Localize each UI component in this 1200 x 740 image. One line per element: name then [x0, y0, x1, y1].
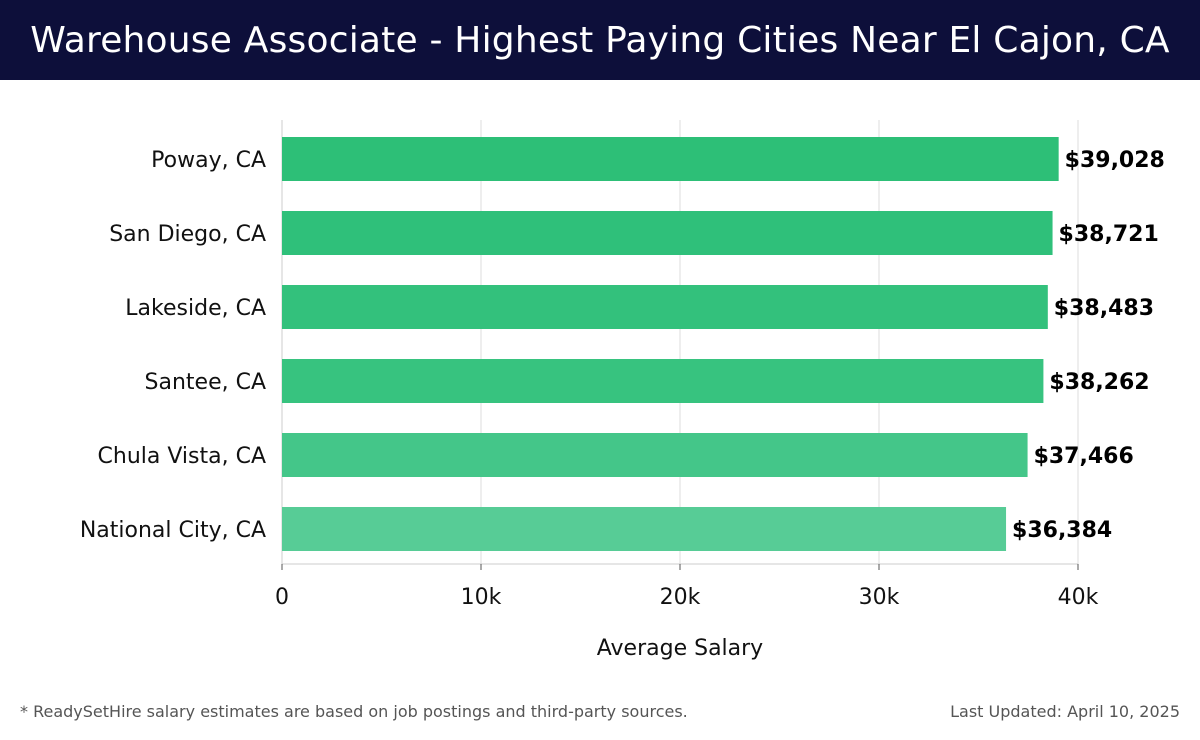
chart-title: Warehouse Associate - Highest Paying Cit… — [30, 19, 1170, 61]
category-label-1: San Diego, CA — [109, 222, 266, 247]
bar-0 — [282, 137, 1059, 181]
value-label-5: $36,384 — [1012, 518, 1112, 543]
category-label-2: Lakeside, CA — [125, 296, 266, 321]
chart-canvas: Poway, CA $39,028 San Diego, CA $38,721 Lake… — [80, 120, 1165, 661]
bar-5 — [282, 507, 1007, 551]
bar-3 — [282, 359, 1044, 403]
category-label-4: Chula Vista, CA — [98, 444, 266, 469]
value-label-4: $37,466 — [1034, 444, 1134, 469]
value-label-3: $38,262 — [1049, 370, 1149, 395]
x-axis-title: Average Salary — [597, 636, 763, 661]
bar-1 — [282, 211, 1053, 255]
x-tick-label-4: 40k — [1058, 585, 1099, 610]
last-updated: Last Updated: April 10, 2025 — [950, 702, 1180, 721]
chart-header: Warehouse Associate - Highest Paying Cit… — [0, 0, 1200, 80]
value-label-2: $38,483 — [1054, 296, 1154, 321]
value-label-0: $39,028 — [1065, 148, 1165, 173]
value-label-1: $38,721 — [1059, 222, 1159, 247]
salary-bar-chart: Poway, CA $39,028 San Diego, CA $38,721 Lake… — [0, 80, 1200, 680]
bar-2 — [282, 285, 1048, 329]
category-label-0: Poway, CA — [151, 148, 266, 173]
x-tick-label-2: 20k — [660, 585, 701, 610]
bar-4 — [282, 433, 1028, 477]
category-label-3: Santee, CA — [145, 370, 266, 395]
chart-footer: * ReadySetHire salary estimates are base… — [0, 690, 1200, 734]
category-label-5: National City, CA — [80, 518, 266, 543]
source-note: * ReadySetHire salary estimates are base… — [20, 702, 688, 721]
x-tick-label-0: 0 — [275, 585, 289, 610]
x-tick-label-1: 10k — [461, 585, 502, 610]
x-tick-label-3: 30k — [859, 585, 900, 610]
